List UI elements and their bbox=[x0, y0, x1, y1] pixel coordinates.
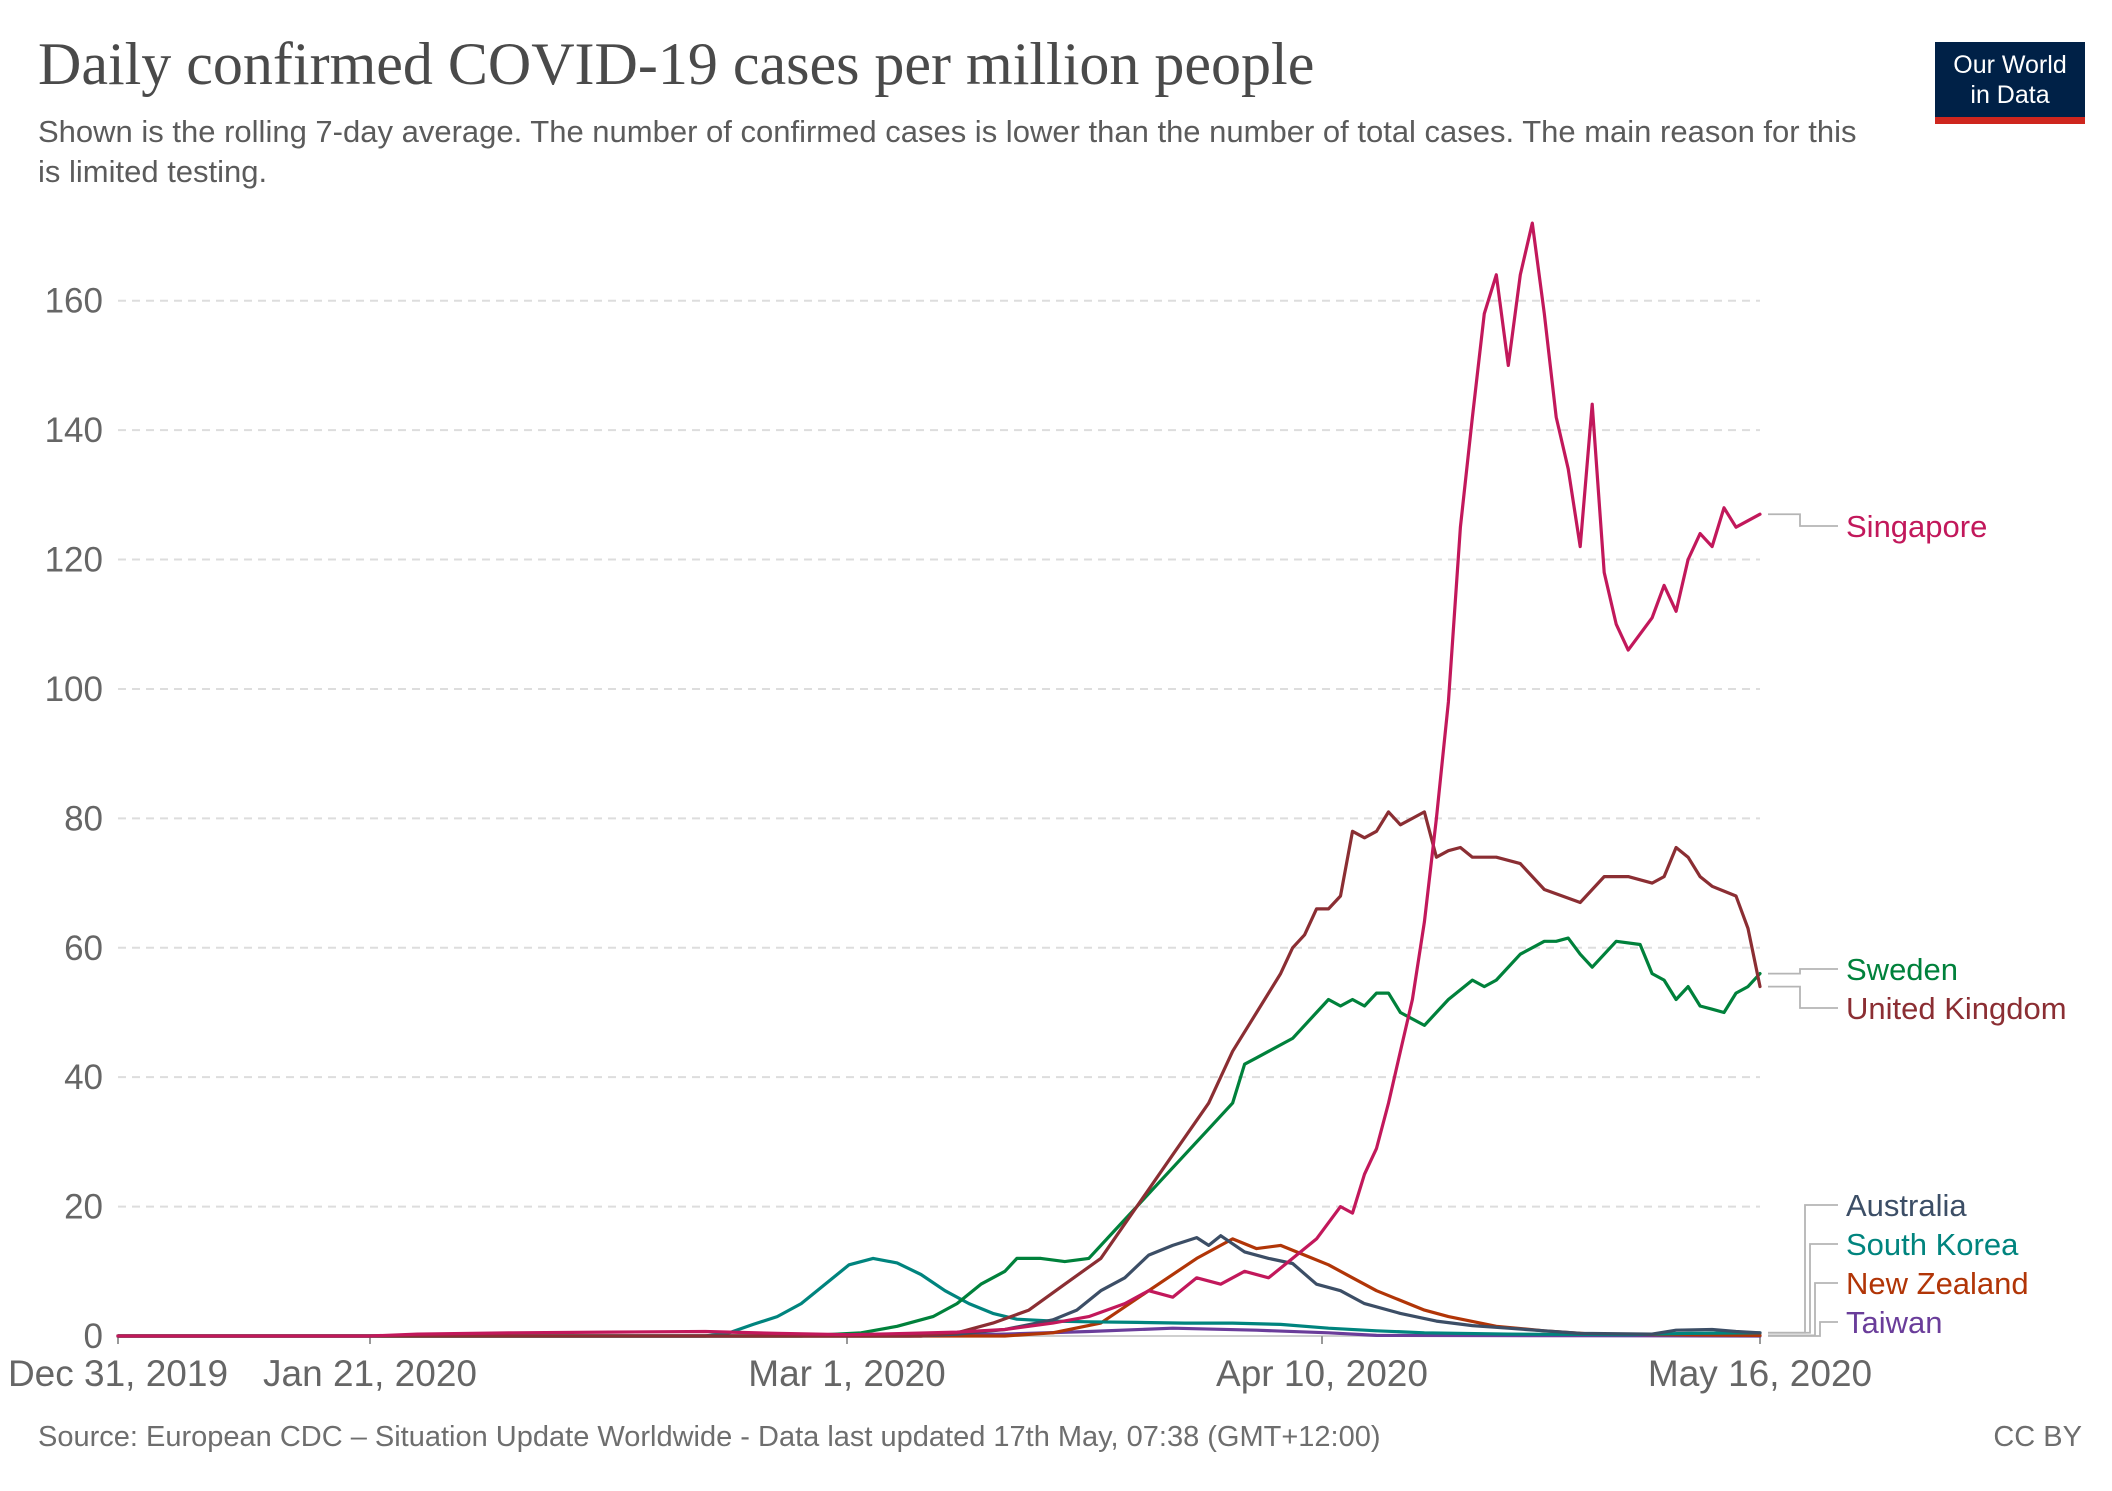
series-label-singapore[interactable]: Singapore bbox=[1846, 509, 1987, 544]
series-lines bbox=[116, 221, 1762, 1338]
y-tick-label-0: 0 bbox=[84, 1317, 103, 1356]
series-label-new-zealand[interactable]: New Zealand bbox=[1846, 1266, 2029, 1301]
series-label-australia[interactable]: Australia bbox=[1846, 1188, 1967, 1223]
y-tick-label-4: 80 bbox=[64, 799, 103, 838]
x-tick-label-0: Dec 31, 2019 bbox=[8, 1353, 228, 1394]
series-label-sweden[interactable]: Sweden bbox=[1846, 952, 1958, 987]
series-line-sweden[interactable] bbox=[116, 936, 1762, 1338]
chart-title: Daily confirmed COVID-19 cases per milli… bbox=[38, 31, 1315, 97]
x-tick-label-4: May 16, 2020 bbox=[1648, 1353, 1872, 1394]
y-tick-label-8: 160 bbox=[45, 282, 103, 321]
y-tick-label-6: 120 bbox=[45, 541, 103, 580]
leader-line-south-korea bbox=[1768, 1243, 1838, 1334]
series-line-new-zealand[interactable] bbox=[116, 1237, 1762, 1338]
y-tick-label-2: 40 bbox=[64, 1058, 103, 1097]
logo-line-2: in Data bbox=[1970, 81, 2050, 109]
y-tick-label-7: 140 bbox=[45, 411, 103, 450]
y-tick-label-1: 20 bbox=[64, 1188, 103, 1227]
x-tick-label-2: Mar 1, 2020 bbox=[748, 1353, 945, 1394]
series-end-labels: Singapore Sweden United Kingdom Australia So… bbox=[1768, 509, 2067, 1340]
series-line-australia[interactable] bbox=[116, 1234, 1762, 1338]
series-label-united-kingdom[interactable]: United Kingdom bbox=[1846, 991, 2067, 1026]
leader-line-taiwan bbox=[1768, 1321, 1838, 1337]
y-tick-label-5: 100 bbox=[45, 670, 103, 709]
leader-line-singapore bbox=[1768, 513, 1838, 527]
leader-line-united-kingdom bbox=[1768, 985, 1838, 1009]
series-line-united-kingdom[interactable] bbox=[116, 810, 1762, 1338]
owid-logo[interactable]: Our World in Data bbox=[1935, 42, 2085, 124]
license-link[interactable]: CC BY bbox=[1993, 1421, 2082, 1453]
y-tick-label-3: 60 bbox=[64, 929, 103, 968]
y-axis-ticks: 0 20 40 60 80 100 120 140 160 bbox=[45, 282, 103, 1356]
leader-line-australia bbox=[1768, 1204, 1838, 1334]
x-tick-label-1: Jan 21, 2020 bbox=[263, 1353, 477, 1394]
gridlines bbox=[118, 299, 1760, 1337]
series-line-south-korea[interactable] bbox=[116, 1256, 1762, 1338]
leader-line-new-zealand bbox=[1768, 1282, 1838, 1337]
source-note: Source: European CDC – Situation Update … bbox=[38, 1421, 1381, 1453]
series-label-taiwan[interactable]: Taiwan bbox=[1846, 1305, 1943, 1340]
series-line-singapore[interactable] bbox=[116, 221, 1762, 1338]
leader-line-sweden bbox=[1768, 968, 1838, 975]
x-axis-ticks: Dec 31, 2019 Jan 21, 2020 Mar 1, 2020 Apr 1… bbox=[8, 1336, 1872, 1394]
series-label-south-korea[interactable]: South Korea bbox=[1846, 1227, 2019, 1262]
chart-subtitle: Shown is the rolling 7-day average. The … bbox=[38, 114, 1857, 189]
x-tick-label-3: Apr 10, 2020 bbox=[1216, 1353, 1428, 1394]
logo-line-1: Our World bbox=[1953, 51, 2067, 79]
